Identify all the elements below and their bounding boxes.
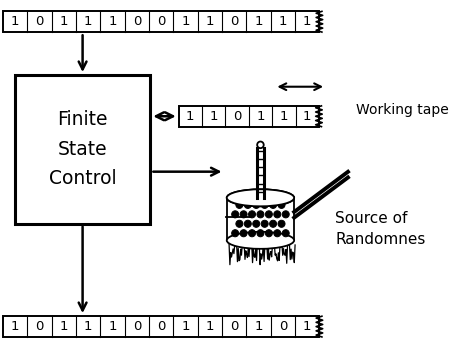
Text: 0: 0 (230, 15, 238, 28)
Circle shape (232, 211, 239, 218)
Text: 1: 1 (60, 15, 68, 28)
Bar (3, 11, 319, 32)
Circle shape (244, 201, 251, 208)
Text: 0: 0 (230, 320, 238, 333)
Text: 1: 1 (303, 320, 311, 333)
Text: 1: 1 (303, 110, 311, 123)
Circle shape (278, 201, 285, 208)
Circle shape (261, 220, 268, 227)
Circle shape (240, 211, 247, 218)
Circle shape (244, 220, 251, 227)
Ellipse shape (227, 232, 294, 249)
Text: 0: 0 (157, 320, 165, 333)
Circle shape (270, 220, 277, 227)
Bar (227, 198, 294, 240)
Text: 0: 0 (133, 320, 141, 333)
Circle shape (278, 220, 285, 227)
Circle shape (270, 201, 277, 208)
Circle shape (253, 201, 260, 208)
Text: 1: 1 (280, 110, 288, 123)
Circle shape (257, 211, 264, 218)
Ellipse shape (227, 189, 294, 206)
Text: 1: 1 (255, 320, 263, 333)
Text: 1: 1 (11, 15, 19, 28)
Circle shape (265, 211, 273, 218)
Text: 1: 1 (108, 15, 117, 28)
Bar (15, 75, 150, 224)
Text: 1: 1 (60, 320, 68, 333)
Circle shape (253, 220, 260, 227)
Text: 1: 1 (84, 320, 92, 333)
Circle shape (261, 201, 268, 208)
Text: 1: 1 (256, 110, 264, 123)
Circle shape (282, 230, 289, 237)
Text: 1: 1 (84, 15, 92, 28)
Circle shape (274, 211, 281, 218)
Text: Source of
Randomnes: Source of Randomnes (335, 210, 426, 247)
Bar (179, 106, 319, 127)
Text: 1: 1 (206, 320, 214, 333)
Circle shape (248, 211, 255, 218)
Text: 1: 1 (303, 15, 311, 28)
Circle shape (257, 230, 264, 237)
Text: 1: 1 (11, 320, 19, 333)
Text: 1: 1 (279, 15, 287, 28)
Text: 1: 1 (108, 320, 117, 333)
Circle shape (236, 220, 243, 227)
Text: 1: 1 (210, 110, 218, 123)
Circle shape (236, 201, 243, 208)
Text: 0: 0 (36, 320, 44, 333)
Text: 0: 0 (233, 110, 241, 123)
Text: Finite
State
Control: Finite State Control (49, 110, 117, 188)
Ellipse shape (227, 189, 294, 206)
Bar (3, 316, 319, 337)
Circle shape (274, 230, 281, 237)
Circle shape (282, 211, 289, 218)
Text: 0: 0 (36, 15, 44, 28)
Text: 0: 0 (133, 15, 141, 28)
Text: 1: 1 (186, 110, 194, 123)
Text: 0: 0 (279, 320, 287, 333)
Circle shape (265, 230, 273, 237)
Circle shape (248, 230, 255, 237)
Text: 1: 1 (182, 15, 190, 28)
Text: 0: 0 (157, 15, 165, 28)
Text: 1: 1 (182, 320, 190, 333)
Circle shape (232, 230, 239, 237)
Text: 1: 1 (206, 15, 214, 28)
Circle shape (240, 230, 247, 237)
Circle shape (257, 141, 264, 148)
Text: 1: 1 (255, 15, 263, 28)
Text: Working tape: Working tape (356, 104, 449, 117)
